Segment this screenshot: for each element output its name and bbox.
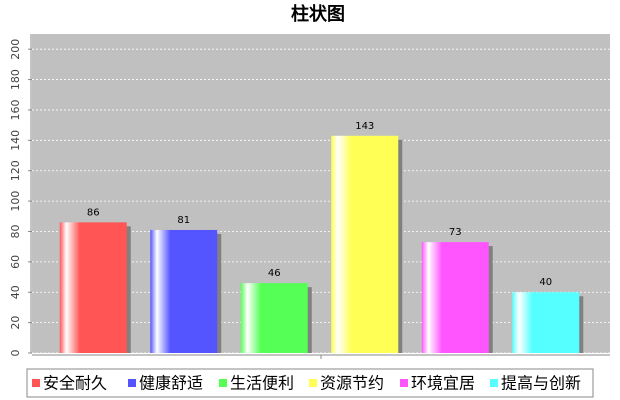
- bar: [331, 135, 399, 353]
- bar: [150, 229, 218, 353]
- y-tick-label: 20: [9, 316, 22, 330]
- y-tick-label: 160: [9, 99, 22, 120]
- legend-label: 提高与创新: [501, 374, 581, 393]
- value-label: 86: [87, 207, 100, 218]
- bar: [240, 283, 308, 353]
- legend-swatch: [309, 379, 317, 387]
- y-tick-label: 40: [9, 285, 22, 299]
- y-tick-label: 0: [9, 350, 22, 357]
- legend-label: 环境宜居: [411, 374, 475, 393]
- bar: [421, 242, 489, 353]
- legend-label: 健康舒适: [139, 374, 203, 393]
- value-label: 143: [355, 121, 374, 132]
- y-tick-label: 180: [9, 69, 22, 90]
- y-tick-label: 100: [9, 191, 22, 212]
- y-tick-label: 80: [9, 224, 22, 238]
- y-tick-label: 120: [9, 160, 22, 181]
- y-tick-label: 200: [9, 39, 22, 60]
- value-label: 46: [268, 268, 281, 279]
- value-label: 81: [177, 215, 190, 226]
- y-tick-label: 60: [9, 255, 22, 269]
- bar: [59, 222, 127, 353]
- legend-label: 安全耐久: [43, 374, 107, 393]
- bar: [512, 292, 580, 353]
- value-label: 73: [449, 227, 462, 238]
- legend-label: 资源节约: [320, 374, 384, 393]
- value-label: 40: [539, 277, 552, 288]
- legend-swatch: [400, 379, 408, 387]
- legend-swatch: [219, 379, 227, 387]
- legend-swatch: [128, 379, 136, 387]
- chart-title: 柱状图: [291, 3, 345, 25]
- legend-label: 生活便利: [230, 374, 294, 393]
- y-tick-label: 140: [9, 130, 22, 151]
- legend-swatch: [32, 379, 40, 387]
- legend-swatch: [490, 379, 498, 387]
